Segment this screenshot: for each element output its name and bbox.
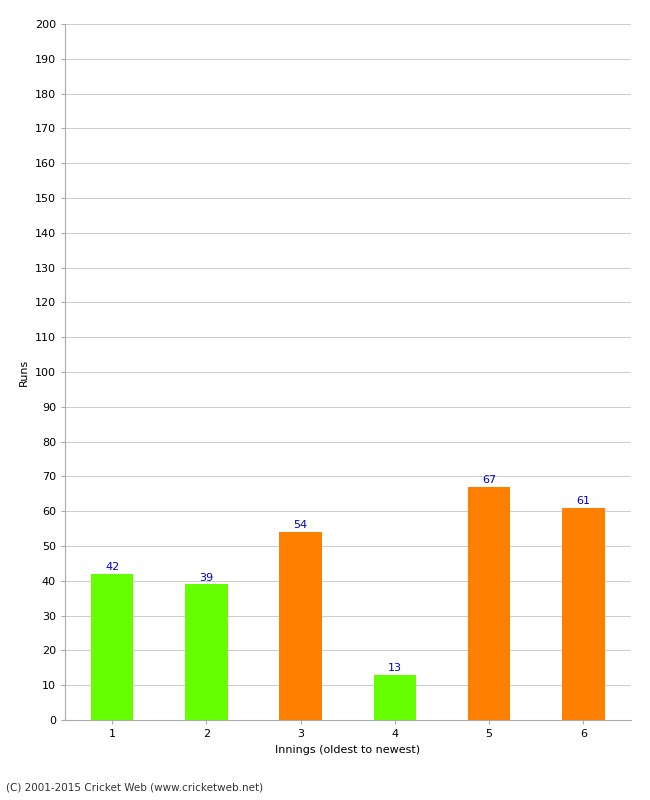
Text: 42: 42: [105, 562, 119, 572]
Bar: [91, 574, 133, 720]
Text: 39: 39: [200, 573, 213, 582]
Y-axis label: Runs: Runs: [20, 358, 29, 386]
Bar: [374, 674, 416, 720]
X-axis label: Innings (oldest to newest): Innings (oldest to newest): [275, 745, 421, 754]
Bar: [468, 487, 510, 720]
Text: 67: 67: [482, 475, 496, 485]
Bar: [562, 508, 604, 720]
Text: (C) 2001-2015 Cricket Web (www.cricketweb.net): (C) 2001-2015 Cricket Web (www.cricketwe…: [6, 782, 264, 792]
Text: 13: 13: [388, 663, 402, 673]
Text: 54: 54: [294, 520, 307, 530]
Bar: [280, 532, 322, 720]
Text: 61: 61: [577, 496, 590, 506]
Bar: [185, 584, 227, 720]
